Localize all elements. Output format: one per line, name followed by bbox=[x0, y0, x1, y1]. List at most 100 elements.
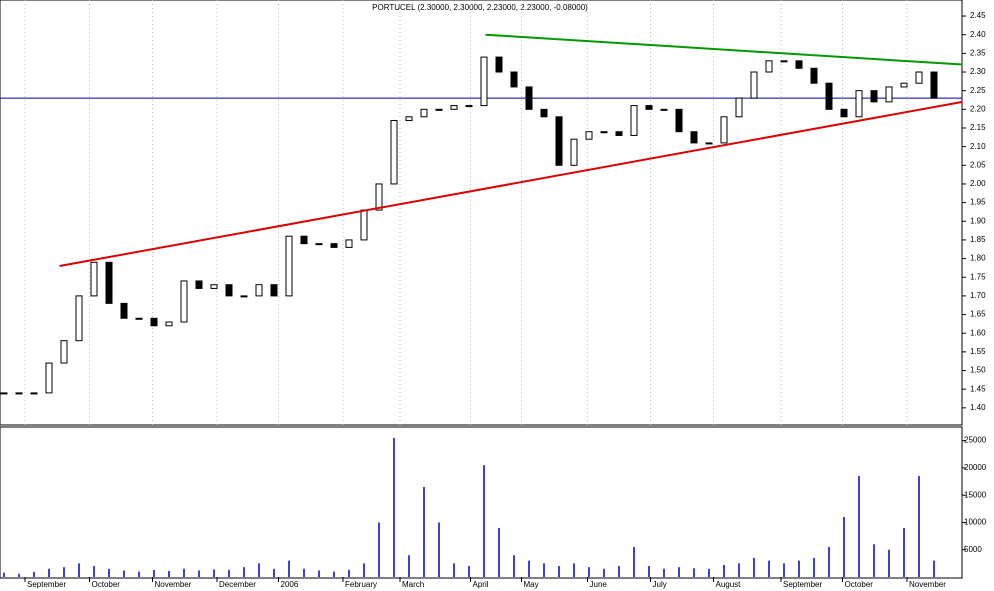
volume-bar bbox=[843, 517, 845, 577]
volume-bar bbox=[378, 522, 380, 577]
candle bbox=[705, 142, 713, 145]
y-tick-label: 2.35 bbox=[970, 48, 986, 57]
volume-bar bbox=[708, 568, 710, 577]
candle bbox=[735, 97, 743, 118]
y-tick-label: 1.55 bbox=[970, 347, 986, 356]
volume-bar bbox=[423, 487, 425, 577]
candle bbox=[45, 362, 53, 394]
y-tick-label: 1.95 bbox=[970, 198, 986, 207]
y-tick-label: 1.50 bbox=[970, 366, 986, 375]
volume-bar bbox=[348, 569, 350, 577]
y-tick-label: 2.20 bbox=[970, 104, 986, 113]
volume-bar bbox=[618, 566, 620, 577]
volume-bar bbox=[363, 563, 365, 577]
candle bbox=[450, 105, 458, 110]
y2-tick-label: 20000 bbox=[964, 463, 987, 472]
volume-bar bbox=[768, 560, 770, 577]
volume-bar bbox=[3, 572, 5, 577]
y-tick-label: 2.45 bbox=[970, 11, 986, 20]
x-tick-label: April bbox=[473, 580, 489, 589]
candle bbox=[540, 108, 548, 118]
volume-bar bbox=[213, 569, 215, 577]
volume-bar bbox=[858, 476, 860, 577]
candle bbox=[480, 56, 488, 107]
x-tick-label: August bbox=[716, 580, 742, 589]
volume-bar bbox=[303, 568, 305, 577]
x-tick-label: October bbox=[845, 580, 874, 589]
candle bbox=[240, 295, 248, 298]
candle bbox=[0, 392, 8, 395]
candle bbox=[465, 105, 473, 108]
candle bbox=[15, 392, 23, 395]
volume-bar bbox=[783, 563, 785, 577]
candle bbox=[135, 317, 143, 320]
volume-bar bbox=[168, 571, 170, 577]
candle bbox=[615, 131, 623, 136]
candle bbox=[525, 86, 533, 110]
candle bbox=[720, 116, 728, 144]
candle bbox=[255, 284, 263, 297]
x-tick-label: December bbox=[219, 580, 256, 589]
volume-bar bbox=[63, 567, 65, 577]
candle bbox=[330, 243, 338, 248]
x-tick-label: March bbox=[402, 580, 424, 589]
volume-bar bbox=[498, 527, 500, 577]
candle bbox=[300, 235, 308, 245]
volume-bar bbox=[828, 547, 830, 577]
candle bbox=[210, 284, 218, 289]
candle bbox=[60, 340, 68, 364]
volume-bar bbox=[558, 566, 560, 577]
x-tick-label: July bbox=[653, 580, 667, 589]
candle bbox=[675, 108, 683, 133]
candle bbox=[840, 108, 848, 118]
volume-bar bbox=[228, 569, 230, 577]
y-tick-label: 1.40 bbox=[970, 403, 986, 412]
y-tick-label: 1.45 bbox=[970, 384, 986, 393]
candle bbox=[510, 71, 518, 88]
volume-bar bbox=[513, 555, 515, 577]
volume-bar bbox=[453, 563, 455, 577]
volume-bar bbox=[918, 476, 920, 577]
candle bbox=[930, 71, 938, 99]
x-tick-label: May bbox=[524, 580, 539, 589]
volume-bar bbox=[18, 573, 20, 577]
y-tick-label: 1.60 bbox=[970, 328, 986, 337]
candle bbox=[405, 116, 413, 122]
volume-bar bbox=[138, 571, 140, 577]
y-tick-label: 1.80 bbox=[970, 254, 986, 263]
y-tick-label: 1.85 bbox=[970, 235, 986, 244]
volume-bar bbox=[588, 567, 590, 577]
volume-bar bbox=[753, 557, 755, 577]
volume-bar bbox=[153, 569, 155, 577]
volume-bar bbox=[483, 465, 485, 577]
candle bbox=[600, 131, 608, 134]
candle bbox=[825, 82, 833, 110]
volume-bar bbox=[603, 568, 605, 577]
candle bbox=[765, 60, 773, 73]
x-tick-label: 2006 bbox=[281, 580, 299, 589]
y-tick-label: 2.30 bbox=[970, 67, 986, 76]
volume-bar bbox=[78, 563, 80, 577]
candle bbox=[150, 317, 158, 327]
candle bbox=[570, 138, 578, 166]
y-tick-label: 2.10 bbox=[970, 142, 986, 151]
candle bbox=[870, 90, 878, 103]
y-tick-label: 2.40 bbox=[970, 30, 986, 39]
candle bbox=[195, 280, 203, 289]
candle bbox=[360, 209, 368, 241]
price-frame bbox=[0, 0, 963, 426]
candle bbox=[645, 105, 653, 110]
volume-bar bbox=[723, 565, 725, 577]
candle bbox=[810, 67, 818, 84]
volume-bar bbox=[933, 560, 935, 577]
volume-bar bbox=[93, 566, 95, 577]
candle bbox=[915, 71, 923, 84]
volume-bar bbox=[273, 568, 275, 577]
candle bbox=[750, 71, 758, 99]
volume-bar bbox=[48, 568, 50, 577]
candle bbox=[435, 108, 443, 111]
x-tick-label: November bbox=[909, 580, 946, 589]
volume-bar bbox=[33, 572, 35, 577]
candle bbox=[390, 120, 398, 185]
